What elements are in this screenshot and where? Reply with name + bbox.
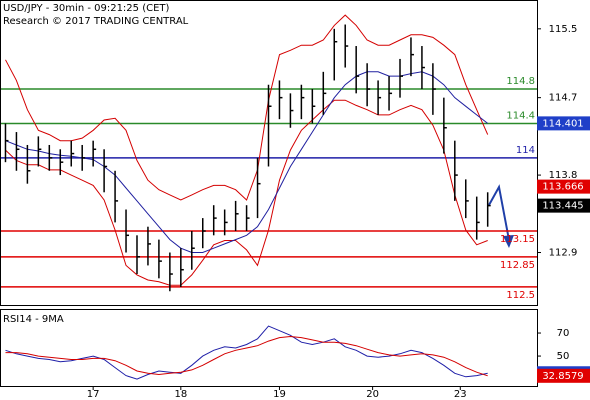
indicator-line — [5, 14, 489, 201]
price-tag — [537, 198, 590, 213]
x-tick-label: 19 — [273, 389, 286, 400]
x-tick-label: 18 — [174, 389, 187, 400]
price-tag — [537, 179, 590, 194]
indicator-line — [5, 71, 489, 253]
price-tag-label: 32.8579 — [542, 371, 583, 382]
price-tag-label: 114.401 — [542, 118, 583, 129]
y-tick-label: 114.7 — [549, 93, 578, 104]
level-label: 114.8 — [506, 76, 535, 87]
price-panel — [0, 0, 538, 306]
level-label: 114.4 — [506, 110, 535, 121]
y-tick-label: 113.8 — [549, 170, 578, 181]
level-label: 114 — [516, 145, 535, 156]
level-label: 112.85 — [500, 260, 535, 271]
rsi-panel — [0, 309, 538, 387]
x-tick-label: 23 — [454, 389, 467, 400]
price-tag — [537, 368, 590, 383]
y-tick-label: 112.9 — [549, 248, 578, 259]
level-label: 112.5 — [506, 290, 535, 301]
chart-subtitle: Research © 2017 TRADING CENTRAL — [3, 16, 189, 27]
price-tag-label: 113.666 — [542, 182, 583, 193]
price-tag — [537, 116, 590, 131]
y-tick-label: 115.5 — [549, 24, 578, 35]
rsi-line — [5, 325, 488, 380]
y-tick-label: 50 — [557, 351, 570, 362]
indicator-line — [5, 99, 488, 286]
y-tick-label: 70 — [557, 328, 570, 339]
rsi-title: RSI14 - 9MA — [3, 314, 64, 325]
price-tag-label: 113.445 — [542, 201, 583, 212]
arrow-head — [503, 235, 514, 248]
level-label: 113.15 — [500, 234, 535, 245]
rsi-line — [5, 335, 488, 377]
x-tick-label: 20 — [366, 389, 379, 400]
projection-arrow — [488, 184, 510, 241]
chart-title: USD/JPY - 30min - 09:21:25 (CET) — [3, 3, 170, 14]
x-tick-label: 17 — [87, 389, 100, 400]
